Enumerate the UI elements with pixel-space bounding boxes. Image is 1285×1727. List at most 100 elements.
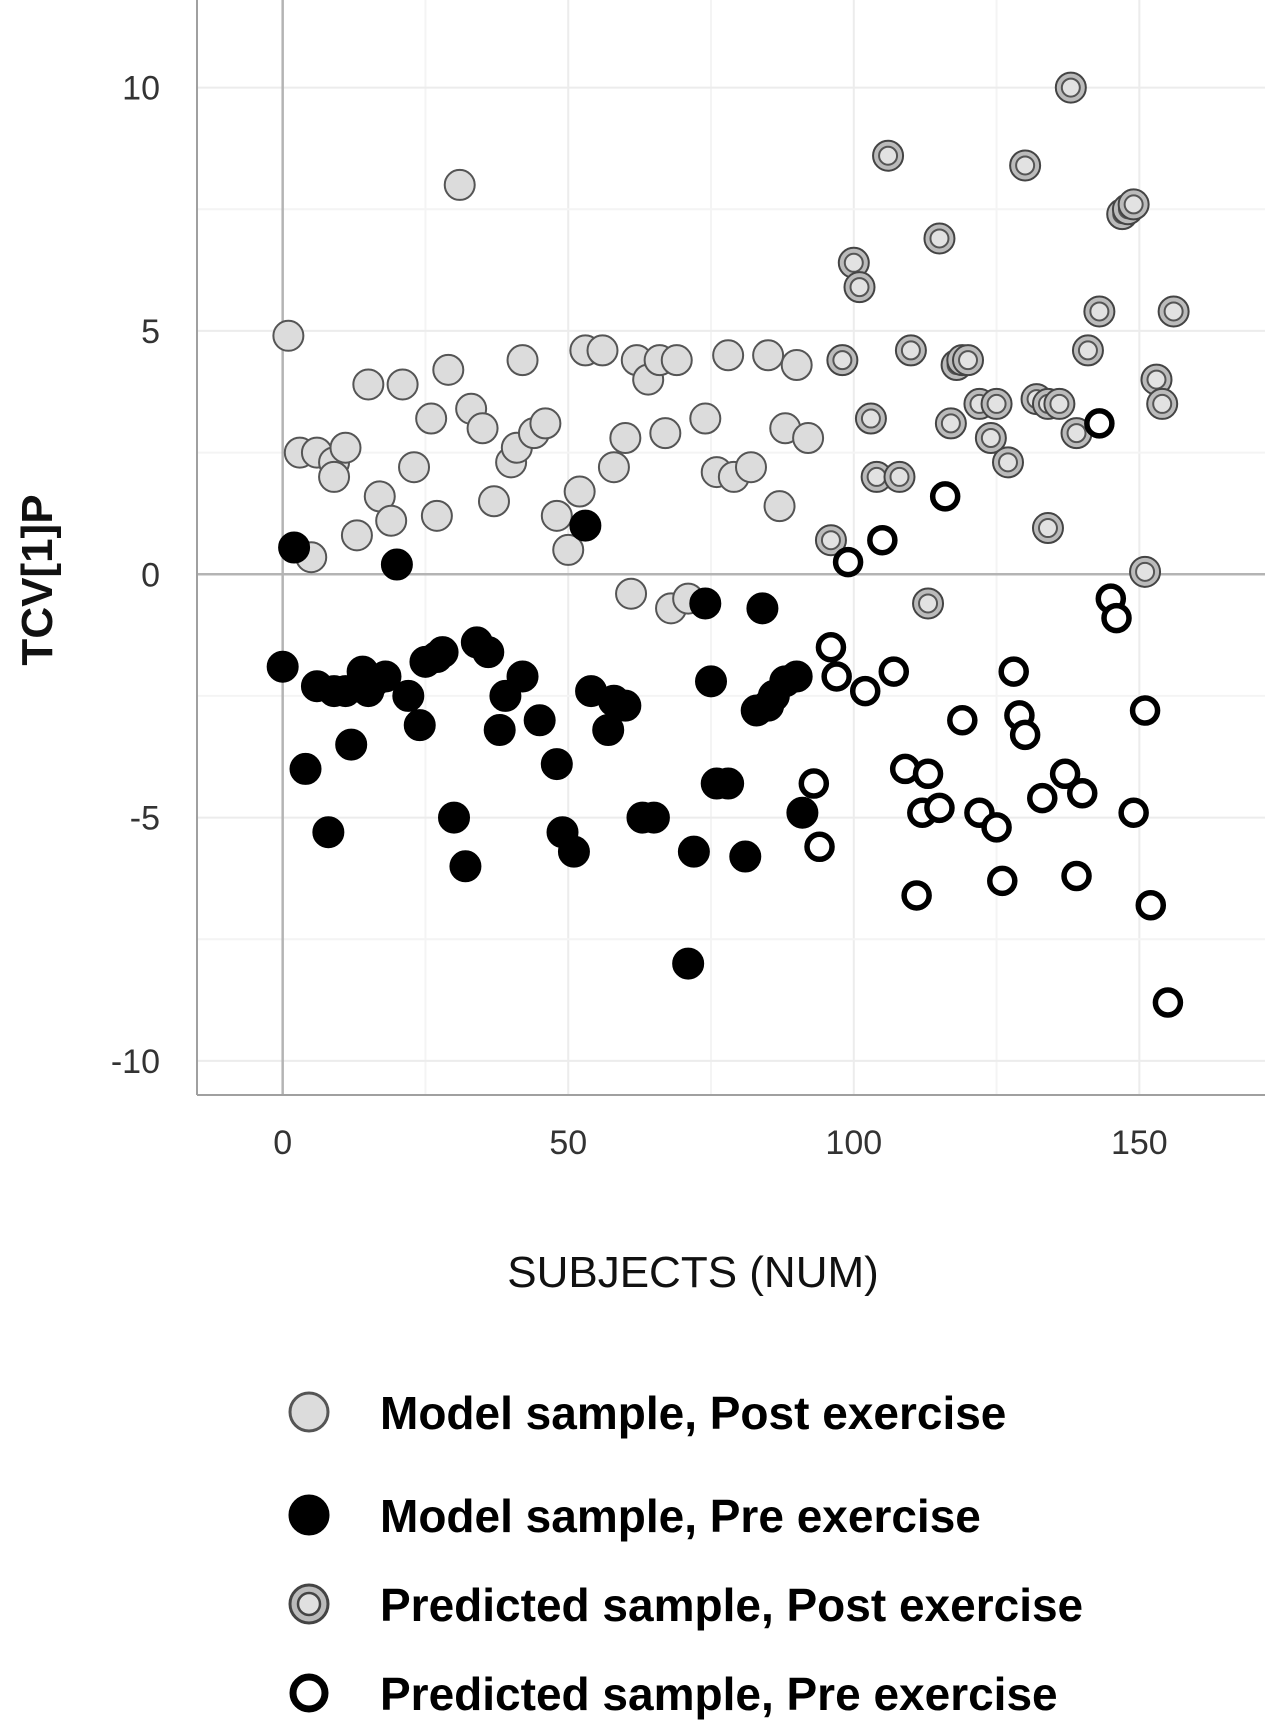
data-point <box>375 504 408 537</box>
data-point <box>438 801 471 834</box>
data-point <box>569 509 602 542</box>
data-point-inner <box>866 466 887 487</box>
data-point-inner <box>980 428 1001 448</box>
data-point <box>609 689 642 722</box>
data-point <box>1129 695 1161 726</box>
data-point <box>689 587 722 620</box>
data-point <box>335 728 368 761</box>
data-point <box>1152 987 1184 1018</box>
data-point <box>1135 889 1167 921</box>
data-point-inner <box>1152 393 1173 414</box>
data-point <box>386 368 419 401</box>
data-point <box>792 422 825 454</box>
data-point <box>415 402 448 435</box>
y-tick-label: 5 <box>141 313 160 351</box>
data-point <box>392 679 425 712</box>
x-tick-label: 50 <box>549 1124 587 1162</box>
data-point <box>523 704 556 737</box>
data-point <box>780 349 813 381</box>
data-point <box>563 475 596 508</box>
data-point-inner <box>860 408 881 429</box>
data-point <box>443 168 476 201</box>
legend-label-predicted-pre: Predicted sample, Pre exercise <box>380 1668 1058 1720</box>
data-point <box>398 451 431 484</box>
data-point-inner <box>940 413 961 434</box>
data-point <box>557 835 590 868</box>
data-point-inner <box>1037 518 1058 539</box>
data-point <box>1118 797 1149 828</box>
data-point <box>712 767 745 800</box>
data-point <box>432 353 465 386</box>
data-point <box>318 460 351 493</box>
data-point <box>369 660 402 693</box>
data-point <box>878 656 910 687</box>
data-point <box>981 812 1012 843</box>
axes <box>196 0 1265 1096</box>
legend-marker-model-pre <box>288 1494 330 1536</box>
data-point-inner <box>1146 369 1167 390</box>
data-point-inner <box>1066 423 1087 444</box>
data-point <box>540 748 573 781</box>
data-point-inner <box>929 228 950 249</box>
data-point <box>746 592 779 625</box>
data-point <box>615 577 648 610</box>
data-point <box>637 801 670 834</box>
data-point-inner <box>958 350 979 371</box>
data-point <box>712 339 745 372</box>
data-point <box>929 481 961 512</box>
data-point <box>763 490 796 523</box>
data-point <box>466 412 499 445</box>
data-point <box>1084 408 1115 439</box>
data-point <box>597 451 630 484</box>
data-point-inner <box>843 252 864 273</box>
data-point <box>804 831 835 863</box>
series-1 <box>272 168 825 625</box>
data-point <box>947 705 978 736</box>
data-point <box>867 524 898 556</box>
data-point-inner <box>1077 340 1098 361</box>
data-point <box>660 344 693 377</box>
y-tick-label: 10 <box>122 70 160 108</box>
y-tick-label: 0 <box>141 556 160 594</box>
data-point <box>506 660 539 693</box>
data-point <box>815 632 847 663</box>
data-point <box>1061 860 1092 892</box>
data-point <box>780 660 813 693</box>
data-point <box>426 636 459 669</box>
data-point <box>278 531 311 564</box>
data-point-inner <box>849 277 870 298</box>
data-point <box>1101 602 1132 634</box>
data-point-inner <box>878 145 899 166</box>
y-tick-label: -5 <box>130 800 160 838</box>
data-point-inner <box>820 530 841 551</box>
legend-label-predicted-post: Predicted sample, Post exercise <box>380 1579 1083 1631</box>
legend-label-model-pre: Model sample, Pre exercise <box>380 1490 981 1542</box>
data-point-inner <box>918 593 939 614</box>
data-point <box>912 758 944 790</box>
data-point <box>586 334 619 367</box>
legend-marker-model-post <box>288 1391 330 1433</box>
data-point <box>1049 758 1081 790</box>
data-point <box>734 451 767 484</box>
data-point <box>786 796 819 829</box>
data-point <box>821 661 852 692</box>
data-point-inner <box>986 393 1007 414</box>
data-point <box>752 339 785 372</box>
data-point <box>849 675 881 707</box>
series-3 <box>814 71 1190 620</box>
data-point <box>695 665 728 698</box>
x-tick-label: 150 <box>1111 1124 1168 1162</box>
legend: Model sample, Post exercise Model sample… <box>288 1387 1083 1720</box>
data-point <box>689 402 722 435</box>
legend-item-predicted-post: Predicted sample, Post exercise <box>288 1579 1083 1631</box>
x-tick-label: 0 <box>273 1124 292 1162</box>
data-point <box>1066 778 1098 809</box>
data-point <box>998 656 1029 687</box>
data-point <box>672 947 705 980</box>
data-point <box>540 499 573 532</box>
data-point <box>798 768 830 799</box>
data-point <box>1027 782 1058 814</box>
data-point <box>506 344 539 377</box>
